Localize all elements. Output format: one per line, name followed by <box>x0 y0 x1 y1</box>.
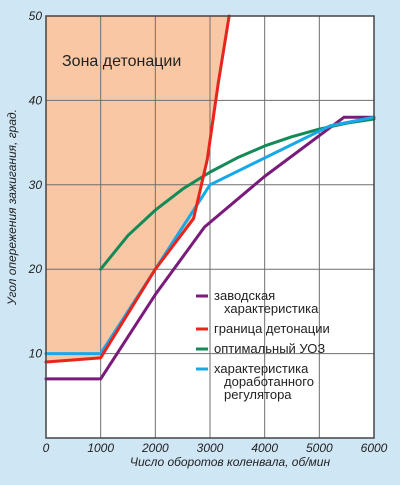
legend-label: регулятора <box>224 387 292 402</box>
legend-item-optimal: оптимальный УОЗ <box>196 341 325 356</box>
legend-label: характеристика <box>214 361 309 376</box>
y-tick-label: 40 <box>29 93 43 107</box>
y-axis-label: Угол опережения зажигания, град. <box>5 109 19 306</box>
y-tick-label: 10 <box>29 347 43 361</box>
x-tick-label: 0 <box>43 441 50 455</box>
plot-area <box>44 14 376 439</box>
x-tick-label: 1000 <box>87 441 114 455</box>
detonation-zone <box>46 16 230 363</box>
legend-item-detonation: граница детонации <box>196 321 330 336</box>
tick-labels: 10 20 30 40 50 0 1000 2000 3000 4000 5000 6000 <box>28 9 388 455</box>
x-tick-label: 4000 <box>251 441 278 455</box>
y-tick-label: 20 <box>28 262 43 276</box>
legend-label: граница детонации <box>214 321 330 336</box>
plot-frame <box>45 15 375 439</box>
detonation-boundary-line <box>44 14 231 364</box>
legend-label: характеристика <box>224 301 319 316</box>
x-axis-label: Число оборотов коленвала, об/мин <box>130 455 331 469</box>
legend-label: доработанного <box>224 374 314 389</box>
detonation-zone-label: Зона детонации <box>62 53 181 70</box>
modified-regulator-line <box>44 115 376 356</box>
x-tick-label: 5000 <box>306 441 333 455</box>
y-tick-label: 30 <box>29 178 43 192</box>
legend-label: заводская <box>214 288 275 303</box>
x-tick-label: 3000 <box>197 441 224 455</box>
factory-characteristic-line <box>44 115 376 381</box>
x-tick-label: 6000 <box>361 441 388 455</box>
x-tick-label: 2000 <box>141 441 169 455</box>
y-tick-label: 50 <box>29 9 43 23</box>
legend-label: оптимальный УОЗ <box>214 341 325 356</box>
